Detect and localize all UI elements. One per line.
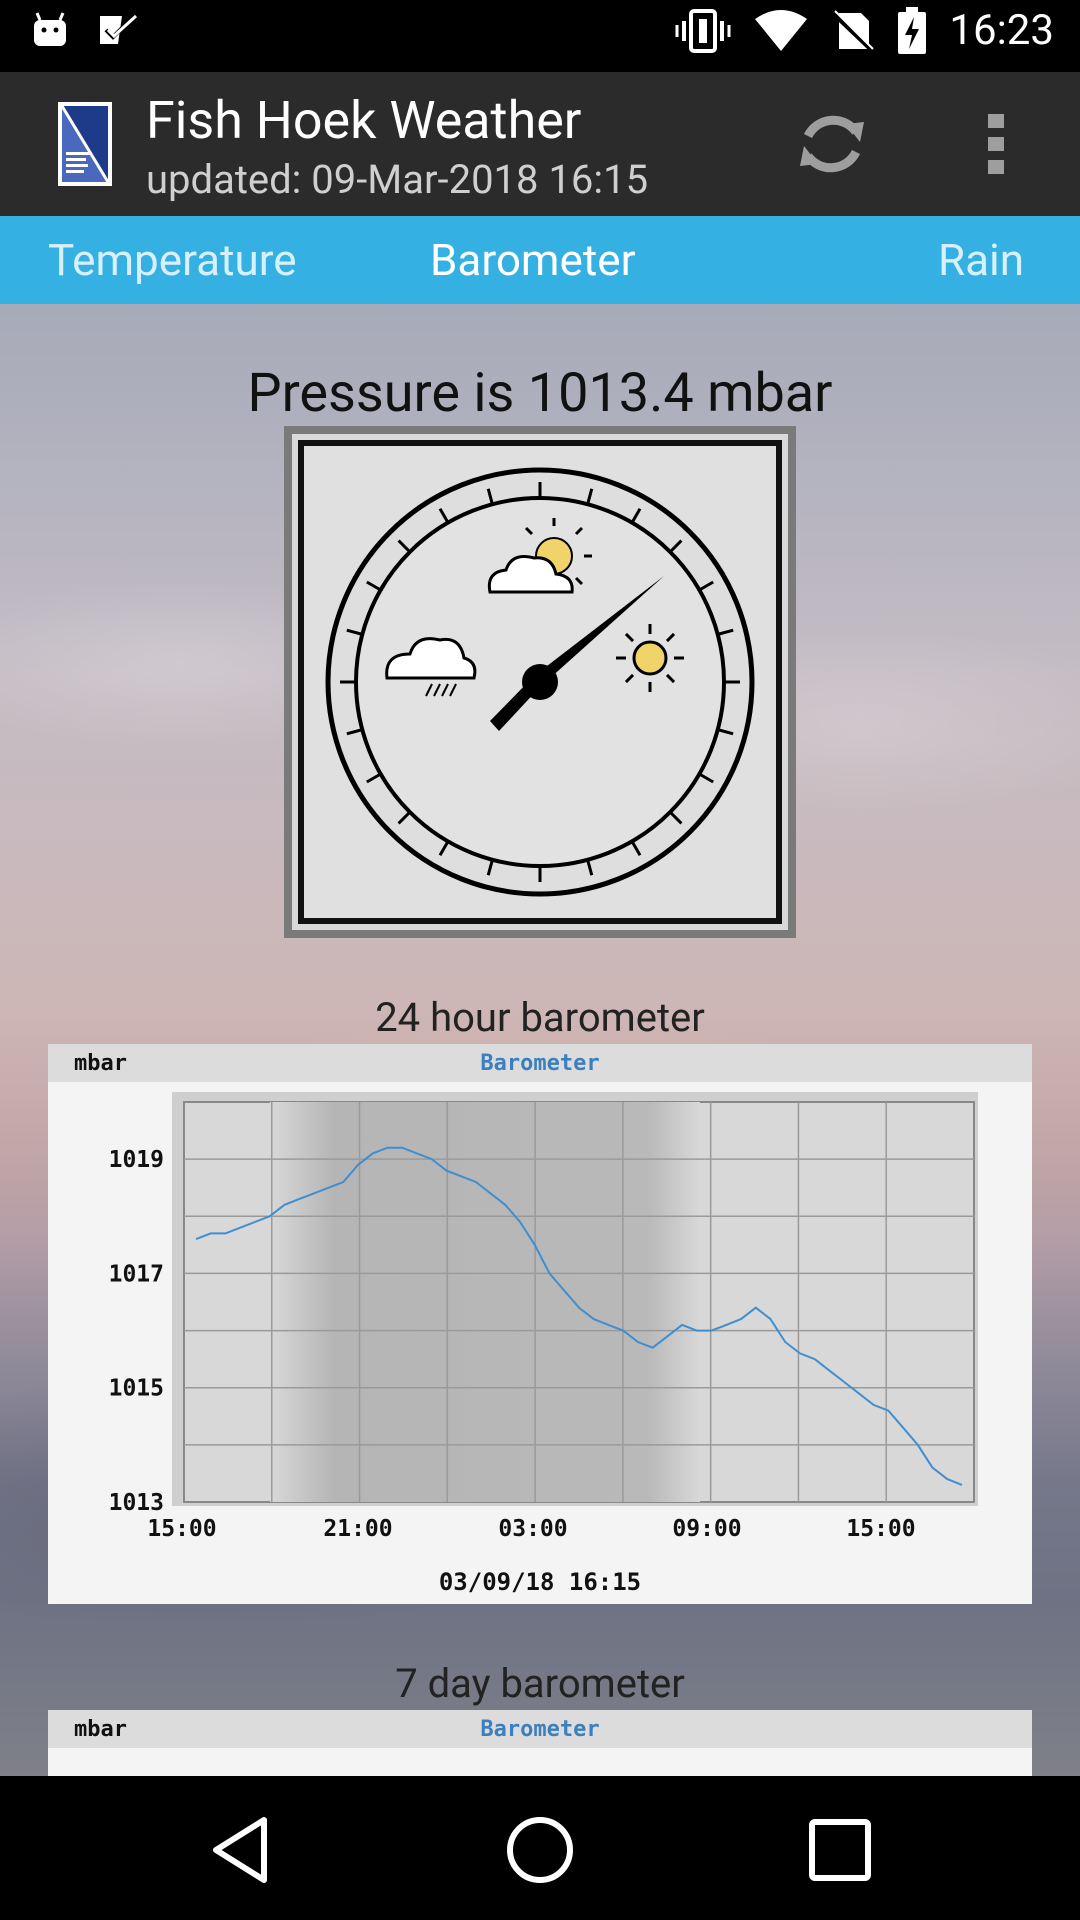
- chart-24h-card[interactable]: mbar Barometer 1019 1017 1015 1013 15:00 21:…: [48, 1044, 1032, 1604]
- partly-cloudy-icon: [487, 518, 592, 594]
- gauge-tick: [438, 840, 450, 856]
- rain-cloud-icon: [385, 637, 477, 697]
- chart-24h-caption: 24 hour barometer: [375, 994, 705, 1041]
- pressure-series-line: [195, 1146, 963, 1486]
- updated-timestamp: updated: 09-Mar-2018 16:15: [146, 156, 649, 203]
- x-tick-label: 03:00: [498, 1516, 567, 1542]
- gauge-tick: [630, 508, 642, 524]
- navigation-bar: [0, 1776, 1080, 1920]
- club-logo-icon: [58, 102, 112, 186]
- status-bar: 16:23: [0, 0, 1080, 72]
- refresh-icon[interactable]: [790, 102, 874, 186]
- tab-rain[interactable]: Rain: [938, 234, 1025, 286]
- gauge-tick: [630, 840, 642, 856]
- chart-7d-ylabel: mbar: [74, 1717, 127, 1742]
- gauge-tick: [438, 508, 450, 524]
- chart-7d-title: Barometer: [480, 1717, 599, 1742]
- overflow-menu-icon[interactable]: [970, 108, 1022, 180]
- sun-icon: [616, 624, 684, 692]
- app-title: Fish Hoek Weather: [146, 90, 582, 151]
- gauge-tick: [486, 488, 494, 505]
- chart-7d-caption: 7 day barometer: [395, 1660, 685, 1707]
- gauge-needle: [490, 576, 664, 731]
- app-bar: Fish Hoek Weather updated: 09-Mar-2018 1…: [0, 72, 1080, 216]
- tab-bar: Temperature Barometer Rain: [0, 216, 1080, 304]
- x-tick-label: 21:00: [323, 1516, 392, 1542]
- gauge-tick: [717, 728, 734, 736]
- pressure-reading: Pressure is 1013.4 mbar: [247, 362, 833, 425]
- gauge-tick: [669, 811, 683, 825]
- barometer-content[interactable]: Pressure is 1013.4 mbar: [0, 304, 1080, 1776]
- gauge-tick: [586, 488, 594, 505]
- vibrate-icon: [675, 8, 731, 53]
- battery-charging-icon: [898, 6, 927, 54]
- y-tick-label: 1017: [109, 1261, 164, 1287]
- gauge-tick: [346, 628, 363, 636]
- home-icon[interactable]: [502, 1812, 578, 1888]
- gauge-tick: [717, 628, 734, 636]
- tab-barometer[interactable]: Barometer: [430, 234, 636, 286]
- y-tick-label: 1019: [109, 1147, 164, 1173]
- barometer-24h-chart: mbar Barometer 1019 1017 1015 1013 15:00 21:…: [48, 1044, 1032, 1596]
- chart-title: Barometer: [480, 1051, 599, 1076]
- gauge-tick: [366, 772, 382, 784]
- gauge-tick: [698, 580, 714, 592]
- gauge-tick: [586, 859, 594, 876]
- checklist-icon: [100, 12, 138, 44]
- wifi-icon: [755, 9, 808, 51]
- android-icon: [34, 12, 66, 46]
- recents-icon[interactable]: [802, 1812, 878, 1888]
- back-icon[interactable]: [204, 1812, 280, 1888]
- y-tick-label: 1013: [109, 1490, 164, 1516]
- chart-ylabel: mbar: [74, 1051, 127, 1076]
- y-tick-label: 1015: [109, 1376, 164, 1402]
- barometer-7d-chart: mbar Barometer: [48, 1710, 1032, 1748]
- barometer-gauge: [284, 426, 796, 938]
- x-tick-label: 15:00: [846, 1516, 915, 1542]
- gauge-ticks: [340, 482, 740, 882]
- no-sim-icon: [831, 9, 876, 53]
- x-tick-label: 09:00: [672, 1516, 741, 1542]
- gauge-tick: [346, 728, 363, 736]
- gauge-tick: [486, 859, 494, 876]
- gauge-tick: [366, 580, 382, 592]
- night-shading: [270, 1102, 700, 1502]
- status-time: 16:23: [949, 6, 1054, 55]
- gauge-tick: [397, 811, 411, 825]
- x-tick-label: 15:00: [147, 1516, 216, 1542]
- tab-temperature[interactable]: Temperature: [48, 234, 297, 286]
- chart-7d-card[interactable]: mbar Barometer: [48, 1710, 1032, 1776]
- chart-footer: 03/09/18 16:15: [439, 1568, 641, 1596]
- gauge-tick: [397, 539, 411, 553]
- gauge-tick: [669, 539, 683, 553]
- gauge-tick: [698, 772, 714, 784]
